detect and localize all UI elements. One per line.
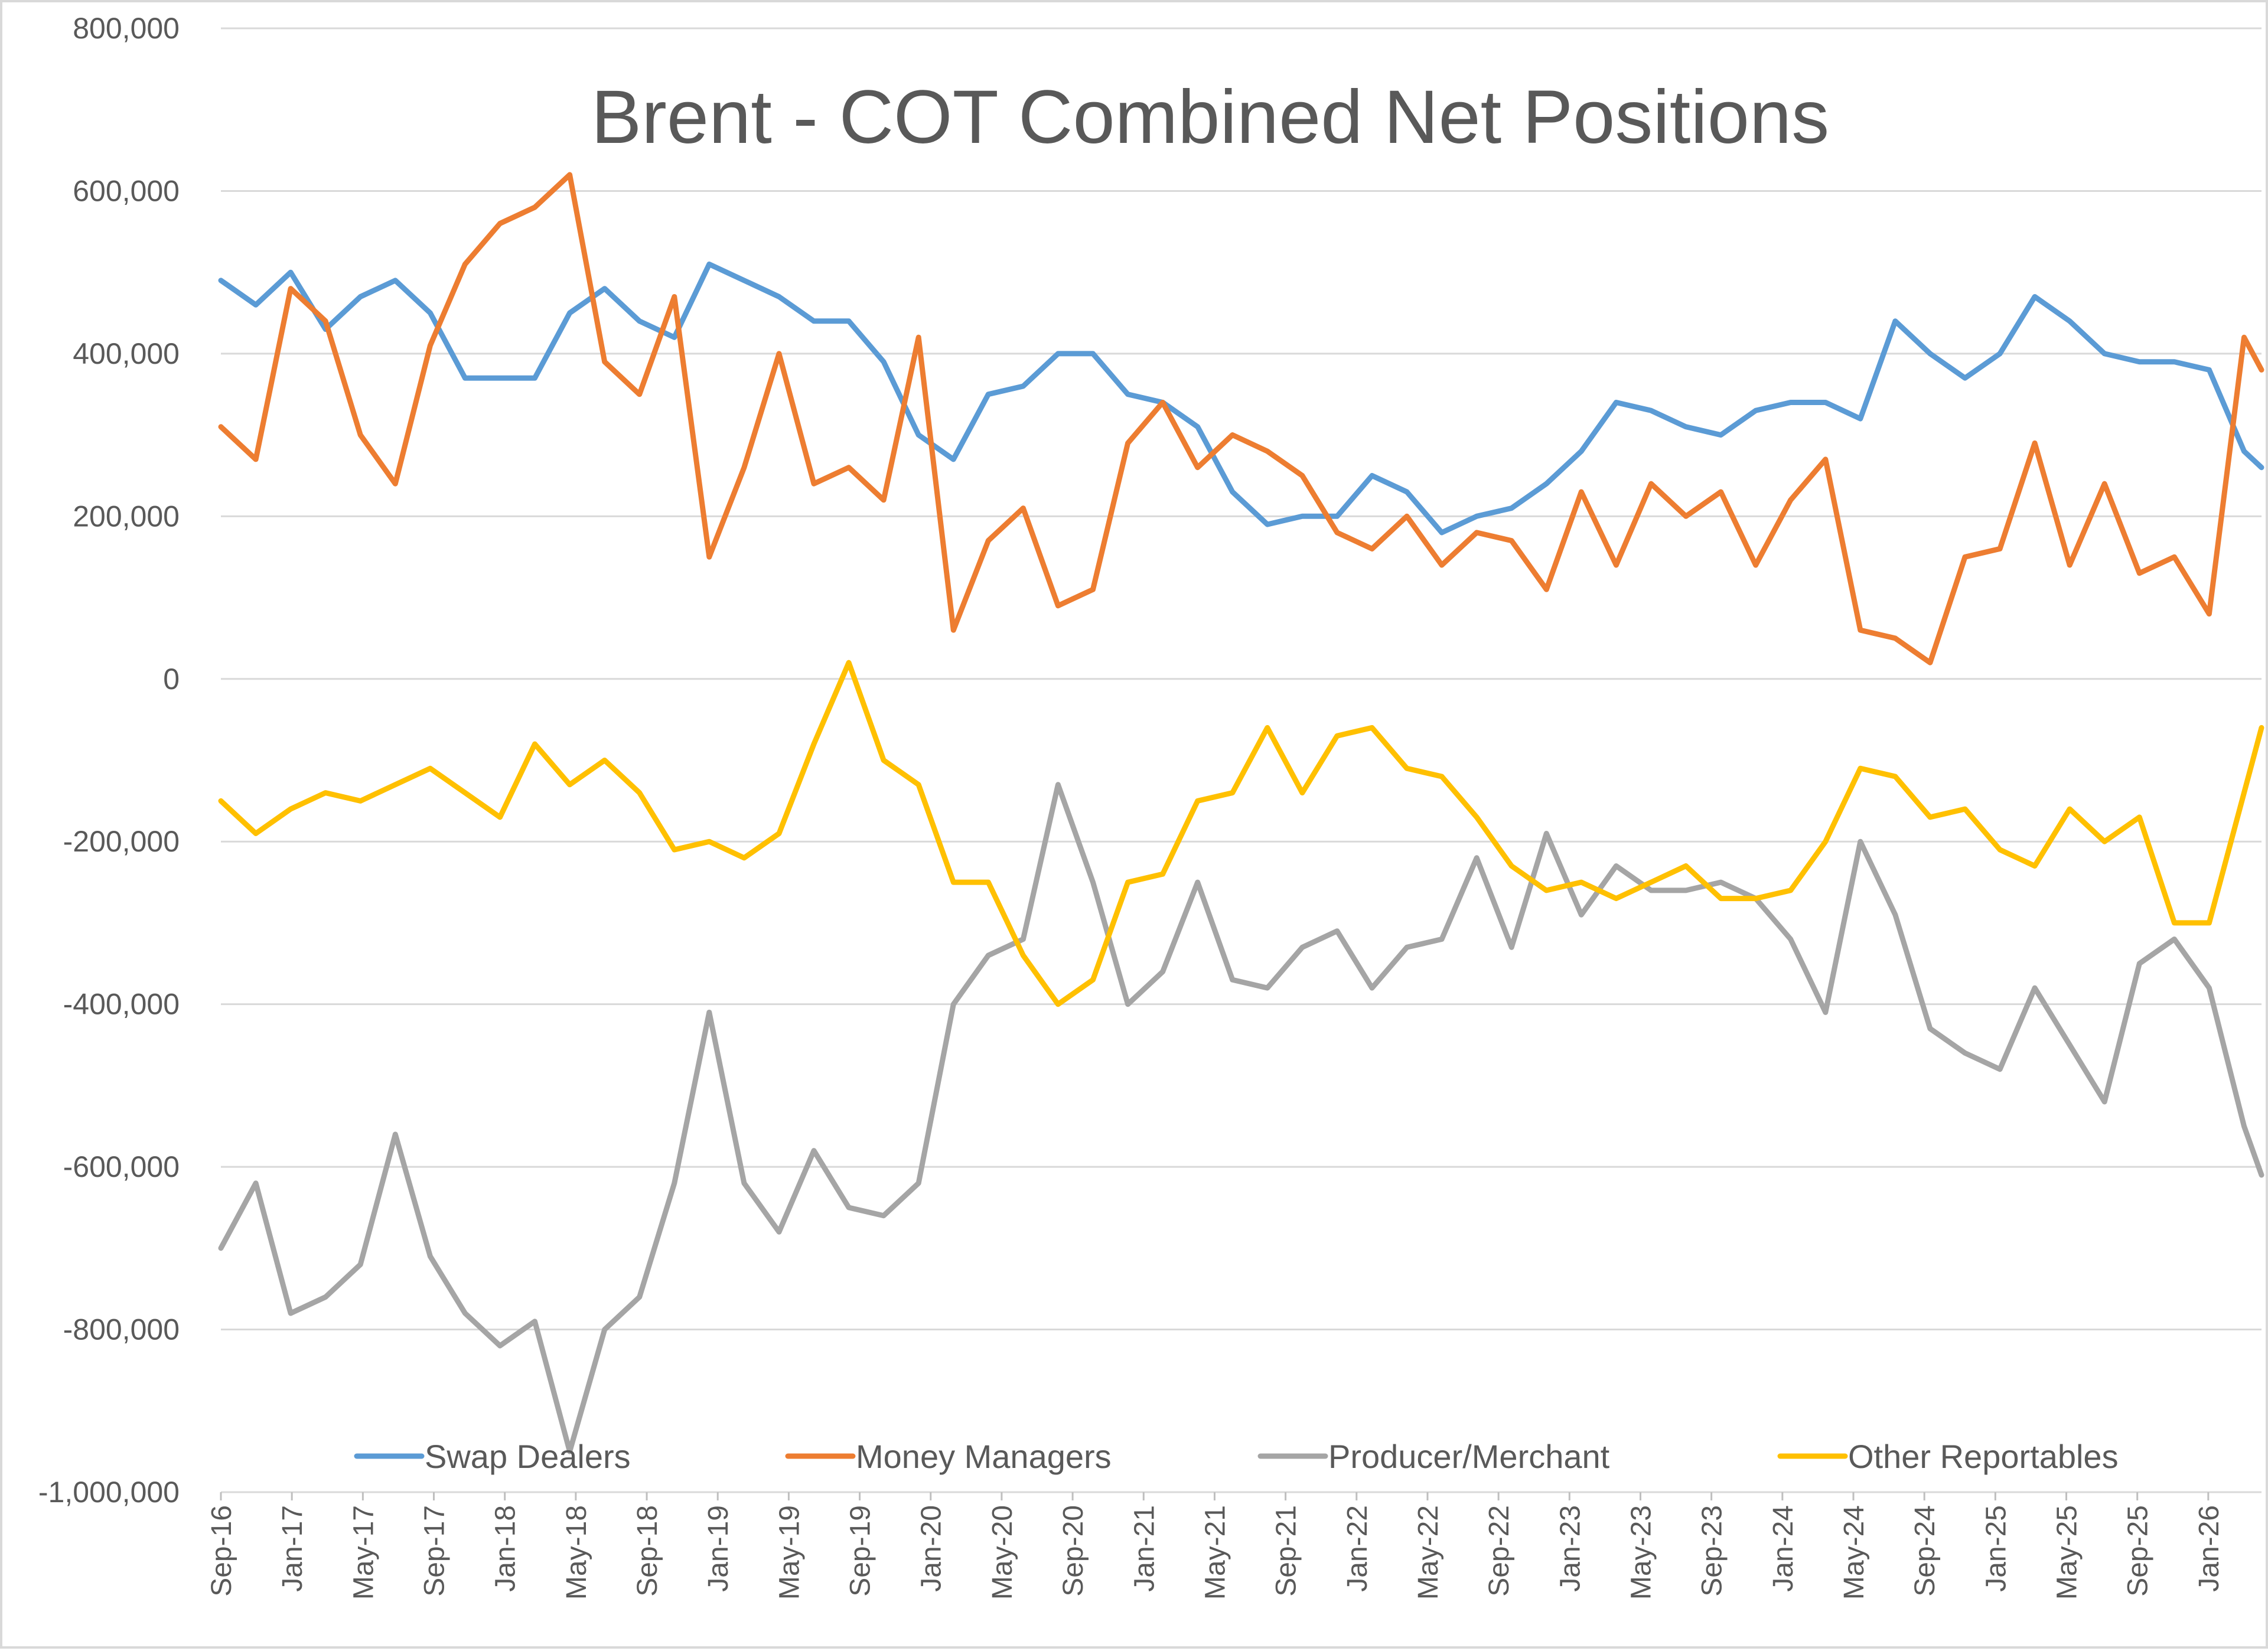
x-tick-label: Sep-21 <box>1271 1505 1302 1597</box>
legend-label: Other Reportables <box>1848 1438 2119 1475</box>
legend-label: Money Managers <box>856 1438 1112 1475</box>
series-lines <box>218 172 2264 1454</box>
x-tick-label: Jan-18 <box>490 1505 522 1592</box>
x-tick-label: Sep-18 <box>632 1505 663 1597</box>
x-tick-label: May-25 <box>2052 1505 2083 1600</box>
x-tick-label: Jan-22 <box>1342 1505 1373 1592</box>
y-tick-label: -800,000 <box>63 1313 180 1346</box>
y-tick-label: 0 <box>163 663 180 696</box>
x-tick-label: Sep-25 <box>2123 1505 2154 1597</box>
x-tick-label: Jan-17 <box>277 1505 308 1592</box>
x-tick-label: Sep-22 <box>1484 1505 1515 1597</box>
series-line-swap-dealers <box>218 261 2264 536</box>
legend: Swap Dealers Money Managers Producer/Merch… <box>354 1438 2119 1475</box>
x-tick-label: Sep-20 <box>1058 1505 1089 1597</box>
y-tick-label: 600,000 <box>73 174 180 207</box>
x-tick-label: Jan-19 <box>703 1505 734 1592</box>
x-tick-label: May-17 <box>348 1505 379 1600</box>
y-tick-label: 400,000 <box>73 337 180 370</box>
x-tick-label: Sep-17 <box>419 1505 451 1597</box>
x-tick-label: Sep-24 <box>1909 1505 1941 1597</box>
series-line-producer-merchant <box>218 782 2264 1454</box>
x-tick-label: Jan-26 <box>2194 1505 2225 1592</box>
x-tick-label: Jan-24 <box>1768 1505 1799 1592</box>
x-tick-label: May-19 <box>774 1505 805 1600</box>
x-tick-label: Jan-25 <box>1980 1505 2012 1592</box>
gridlines <box>221 27 2262 1493</box>
x-tick-label: May-24 <box>1839 1505 1870 1600</box>
x-tick-label: Jan-21 <box>1129 1505 1160 1592</box>
legend-item: Producer/Merchant <box>1257 1438 1610 1475</box>
legend-label: Swap Dealers <box>425 1438 631 1475</box>
x-axis: Sep-16 Jan-17 May-17 Sep-17 Jan-18 May-18 Sep-… <box>206 1492 2225 1600</box>
x-tick-label: Sep-19 <box>845 1505 876 1597</box>
x-tick-label: Jan-20 <box>916 1505 947 1592</box>
x-tick-label: Sep-16 <box>206 1505 237 1597</box>
x-tick-label: May-21 <box>1200 1505 1231 1600</box>
legend-label: Producer/Merchant <box>1328 1438 1610 1475</box>
y-tick-label: -1,000,000 <box>38 1476 180 1509</box>
x-tick-label: May-18 <box>561 1505 592 1600</box>
legend-item: Money Managers <box>785 1438 1112 1475</box>
legend-item: Other Reportables <box>1777 1438 2119 1475</box>
x-tick-label: Sep-23 <box>1697 1505 1728 1597</box>
x-tick-label: May-20 <box>987 1505 1018 1600</box>
series-line-money-managers <box>218 172 2264 665</box>
series-line-other-reportables <box>218 660 2264 1007</box>
y-tick-label: 800,000 <box>73 12 180 45</box>
y-tick-label: -400,000 <box>63 988 180 1021</box>
chart-title: Brent - COT Combined Net Positions <box>591 75 1829 159</box>
y-axis: 800,000 600,000 400,000 200,000 0 -200,000 -40… <box>38 12 180 1509</box>
x-tick-label: Jan-23 <box>1555 1505 1586 1592</box>
x-tick-label: May-23 <box>1625 1505 1657 1600</box>
y-tick-label: -200,000 <box>63 825 180 858</box>
y-tick-label: 200,000 <box>73 500 180 533</box>
x-tick-label: May-22 <box>1413 1505 1444 1600</box>
legend-item: Swap Dealers <box>354 1438 631 1475</box>
y-tick-label: -600,000 <box>63 1150 180 1183</box>
